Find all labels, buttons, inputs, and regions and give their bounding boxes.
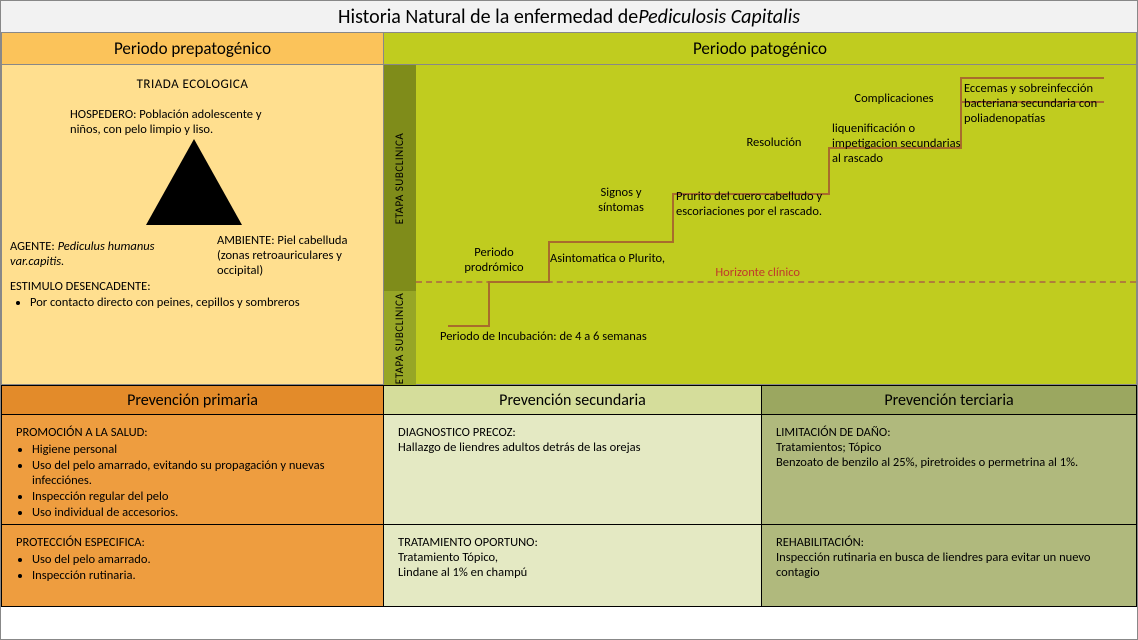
prev-primaria-header: Prevención primaria (1, 385, 384, 415)
rehab-head: REHABILITACIÓN: (776, 535, 1122, 550)
proteccion-especifica-cell: PROTECCIÓN ESPECIFICA: Uso del pelo amar… (1, 525, 384, 607)
prev-secundaria-header: Prevención secundaria (384, 385, 762, 415)
horizon-label: Horizonte clínico (715, 265, 800, 280)
content-row: TRIADA ECOLOGICA HOSPEDERO: Población ad… (1, 65, 1137, 385)
stair-seg (548, 241, 672, 243)
step-resolucion: Resolución (734, 135, 814, 150)
stair-seg (488, 281, 490, 327)
stair-seg (448, 325, 488, 327)
rehab-text: Inspección rutinaria en busca de liendre… (776, 550, 1122, 580)
trat-head: TRATAMIENTO OPORTUNO: (398, 535, 747, 550)
period-header-row: Periodo prepatogénico Periodo patogénico (1, 33, 1137, 65)
step-signos: Signos y síntomas (586, 185, 656, 215)
incubation-text: Periodo de Incubación: de 4 a 6 semanas (440, 329, 740, 344)
etapa-label-bot: ETAPA SUBCLINICA (394, 292, 407, 383)
list-item: Higiene personal (32, 442, 369, 457)
title-italic: Pediculosis Capitalis (638, 5, 800, 29)
lim-head: LIMITACIÓN DE DAÑO: (776, 425, 1122, 440)
prev-terciaria-header: Prevención terciaria (762, 385, 1137, 415)
lim-l2: Benzoato de benzilo al 25%, piretroides … (776, 455, 1122, 470)
prot-list: Uso del pelo amarrado. Inspección rutina… (32, 552, 369, 583)
stair-seg (672, 193, 674, 243)
promocion-salud-cell: PROMOCIÓN A LA SALUD: Higiene personal U… (1, 415, 384, 525)
prevention-header-row: Prevención primaria Prevención secundari… (1, 385, 1137, 415)
estimulo-list: Por contacto directo con peines, cepillo… (16, 295, 300, 310)
promo-list: Higiene personal Uso del pelo amarrado, … (32, 442, 369, 520)
step-liquen: liquenificación o impetigacion secundari… (832, 121, 962, 166)
stair-seg (960, 77, 1104, 79)
trat-l2: Lindane al 1% en champú (398, 565, 747, 580)
stair-seg (960, 77, 962, 101)
list-item: Inspección regular del pelo (32, 489, 369, 504)
agente-text: AGENTE: Pediculus humanus var.capitis. (10, 239, 180, 269)
prot-head: PROTECCIÓN ESPECIFICA: (16, 535, 369, 550)
hospedero-text: HOSPEDERO: Población adolescente y niños… (70, 107, 280, 137)
etapa-subclinica-upper: ETAPA SUBCLINICA (384, 65, 416, 291)
step-complicaciones: Complicaciones (844, 91, 944, 106)
estimulo-heading: ESTIMULO DESENCADENTE: (10, 279, 151, 294)
stair-seg (488, 281, 548, 283)
tratamiento-oportuno-cell: TRATAMIENTO OPORTUNO: Tratamiento Tópico… (384, 525, 762, 607)
prevention-row-a: PROMOCIÓN A LA SALUD: Higiene personal U… (1, 415, 1137, 525)
step-prodromico: Periodo prodrómico (452, 245, 536, 275)
step-prurito: Prurito del cuero cabelludo y escoriacio… (676, 189, 826, 219)
diag-head: DIAGNOSTICO PRECOZ: (398, 425, 747, 440)
period-prepatogenico: Periodo prepatogénico (1, 33, 384, 65)
diagnostico-precoz-cell: DIAGNOSTICO PRECOZ: Hallazgo de liendres… (384, 415, 762, 525)
patogenico-panel: ETAPA SUBCLINICA ETAPA SUBCLINICA Horizo… (384, 65, 1137, 385)
page-title: Historia Natural de la enfermedad de Ped… (1, 1, 1137, 33)
limitacion-dano-cell: LIMITACIÓN DE DAÑO: Tratamientos; Tópico… (762, 415, 1137, 525)
etapa-subclinica-lower: ETAPA SUBCLINICA (384, 291, 416, 385)
triada-title: TRIADA ECOLOGICA (12, 77, 373, 92)
triangle-icon (146, 139, 242, 225)
prevention-row-b: PROTECCIÓN ESPECIFICA: Uso del pelo amar… (1, 525, 1137, 607)
diag-text: Hallazgo de liendres adultos detrás de l… (398, 440, 747, 455)
step-asintomatica: Asintomatica o Plurito, (550, 251, 680, 266)
list-item: Uso individual de accesorios. (32, 505, 369, 520)
etapa-label-top: ETAPA SUBCLINICA (394, 132, 407, 223)
trat-l1: Tratamiento Tópico, (398, 550, 747, 565)
step-eccemas: Eccemas y sobreinfección bacteriana secu… (964, 81, 1104, 126)
estimulo-item: Por contacto directo con peines, cepillo… (30, 295, 300, 310)
lim-l1: Tratamientos; Tópico (776, 440, 1122, 455)
list-item: Inspección rutinaria. (32, 568, 369, 583)
period-patogenico: Periodo patogénico (384, 33, 1137, 65)
promo-head: PROMOCIÓN A LA SALUD: (16, 425, 369, 440)
rehabilitacion-cell: REHABILITACIÓN: Inspección rutinaria en … (762, 525, 1137, 607)
diagram-root: Historia Natural de la enfermedad de Ped… (0, 0, 1138, 640)
agente-label: AGENTE: (10, 239, 58, 254)
ambiente-text: AMBIENTE: Piel cabelluda (zonas retroaur… (217, 233, 382, 278)
list-item: Uso del pelo amarrado. (32, 552, 369, 567)
prepatogenico-panel: TRIADA ECOLOGICA HOSPEDERO: Población ad… (1, 65, 384, 385)
stair-seg (828, 147, 830, 195)
list-item: Uso del pelo amarrado, evitando su propa… (32, 458, 369, 488)
title-plain: Historia Natural de la enfermedad de (338, 5, 638, 29)
